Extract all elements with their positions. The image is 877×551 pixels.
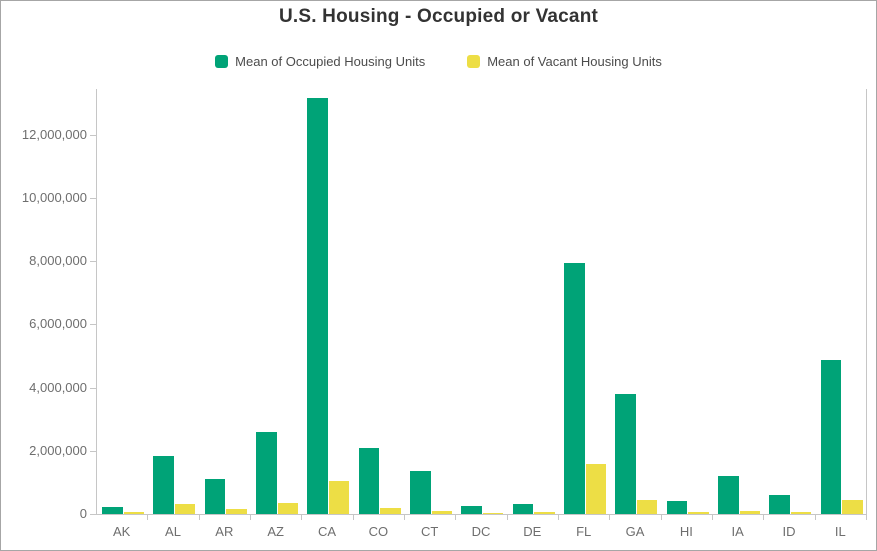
x-axis-label-ga: GA <box>625 524 645 539</box>
x-axis-tick <box>609 515 611 520</box>
x-axis-label-al: AL <box>165 524 181 539</box>
bar-occupied-co[interactable] <box>358 447 380 514</box>
bar-occupied-al[interactable] <box>153 455 174 514</box>
bar-occupied-fl[interactable] <box>564 263 585 514</box>
y-axis-tick-label: 6,000,000 <box>29 316 87 331</box>
y-axis-tick <box>90 324 96 325</box>
x-axis-label-ct: CT <box>420 524 439 539</box>
bar-occupied-id[interactable] <box>769 495 790 514</box>
x-axis-tick <box>250 515 251 520</box>
y-axis-tick <box>90 388 96 389</box>
y-axis-tick-label: 8,000,000 <box>29 253 87 268</box>
bar-occupied-az[interactable] <box>256 432 277 514</box>
x-axis-tick <box>352 515 354 520</box>
y-axis-tick-label: 2,000,000 <box>29 443 87 458</box>
x-axis-tick <box>660 515 662 520</box>
bar-occupied-ga[interactable] <box>615 393 636 514</box>
bar-vacant-co[interactable] <box>380 508 401 514</box>
x-axis-label-de: DE <box>523 524 542 539</box>
legend-label-occupied: Mean of Occupied Housing Units <box>235 54 426 69</box>
x-axis-label-il: IL <box>834 524 846 539</box>
x-axis-label-fl: FL <box>576 524 592 539</box>
x-axis-label-hi: HI <box>679 524 693 539</box>
y-axis-tick <box>90 451 96 452</box>
bar-occupied-hi[interactable] <box>666 501 688 514</box>
legend-swatch-vacant <box>467 55 481 68</box>
x-axis-tick <box>301 515 303 520</box>
bar-vacant-al[interactable] <box>174 503 196 514</box>
x-axis-label-az: AZ <box>267 524 284 539</box>
y-axis-line <box>96 89 97 515</box>
bar-vacant-ar[interactable] <box>226 509 247 514</box>
y-axis-tick <box>90 514 96 515</box>
x-axis-tick <box>814 515 816 520</box>
x-axis-tick <box>404 515 405 520</box>
bar-vacant-ct[interactable] <box>431 510 452 514</box>
bar-vacant-id[interactable] <box>790 512 812 514</box>
x-axis-tick <box>147 515 149 520</box>
bar-occupied-ca[interactable] <box>307 98 328 514</box>
y-axis-tick-label: 4,000,000 <box>29 380 87 395</box>
x-axis-tick <box>866 515 867 520</box>
bar-occupied-il[interactable] <box>820 359 842 514</box>
x-axis-tick <box>198 515 200 520</box>
bar-vacant-de[interactable] <box>534 512 555 514</box>
plot-right-border <box>866 89 867 515</box>
x-axis-line <box>96 514 867 515</box>
x-axis-label-co: CO <box>368 524 389 539</box>
bar-vacant-ak[interactable] <box>123 512 144 514</box>
bar-vacant-fl[interactable] <box>585 463 606 514</box>
x-axis-tick <box>712 515 713 520</box>
bar-occupied-ct[interactable] <box>410 471 431 514</box>
x-axis-label-ar: AR <box>215 524 234 539</box>
y-axis-tick-label: 0 <box>79 506 87 521</box>
legend-swatch-occupied <box>215 55 229 68</box>
x-axis-tick <box>558 515 559 520</box>
x-axis-label-ak: AK <box>112 524 131 539</box>
x-axis-label-id: ID <box>782 524 796 539</box>
bar-vacant-hi[interactable] <box>688 512 709 514</box>
x-axis-tick <box>763 515 765 520</box>
chart-title: U.S. Housing - Occupied or Vacant <box>278 6 599 27</box>
bar-vacant-ga[interactable] <box>636 499 658 514</box>
x-axis-label-dc: DC <box>471 524 491 539</box>
x-axis-label-ca: CA <box>317 524 337 539</box>
bar-occupied-ia[interactable] <box>718 475 739 514</box>
bar-vacant-az[interactable] <box>277 502 298 514</box>
legend-item-vacant[interactable]: Mean of Vacant Housing Units <box>467 54 662 69</box>
bar-occupied-dc[interactable] <box>461 506 482 514</box>
x-axis-label-ia: IA <box>731 524 744 539</box>
legend: Mean of Occupied Housing Units Mean of Va… <box>1 54 876 69</box>
y-axis-tick-label: 10,000,000 <box>21 190 87 205</box>
x-axis-tick <box>455 515 457 520</box>
y-axis-tick <box>90 198 96 199</box>
legend-item-occupied[interactable]: Mean of Occupied Housing Units <box>215 54 425 69</box>
bar-vacant-il[interactable] <box>842 499 863 514</box>
y-axis-tick <box>90 135 96 136</box>
bar-occupied-ar[interactable] <box>204 478 226 514</box>
bar-occupied-de[interactable] <box>512 503 534 514</box>
y-axis-tick <box>90 261 96 262</box>
bar-vacant-ca[interactable] <box>328 480 350 514</box>
y-axis-tick-label: 12,000,000 <box>21 127 87 142</box>
bar-vacant-ia[interactable] <box>739 510 760 514</box>
bar-vacant-dc[interactable] <box>482 513 504 514</box>
bar-occupied-ak[interactable] <box>102 507 123 514</box>
legend-label-vacant: Mean of Vacant Housing Units <box>487 54 662 69</box>
x-axis-tick <box>506 515 508 520</box>
